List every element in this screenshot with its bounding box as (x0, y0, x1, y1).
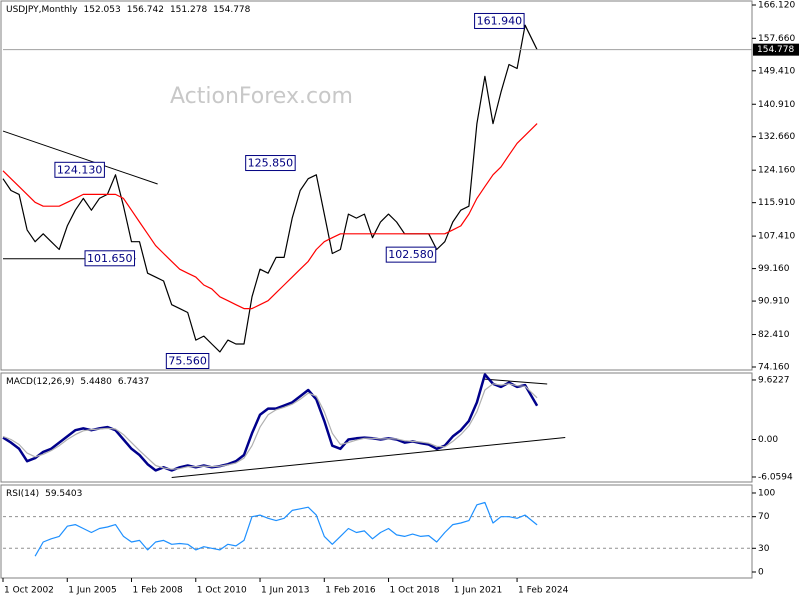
y-tick-label: 107.410 (758, 232, 795, 242)
x-tick-label: 1 Oct 2018 (390, 586, 440, 596)
pane-header: USDJPY,Monthly 152.053 156.742 151.278 154.7… (6, 5, 251, 15)
annotation-label: 161.940 (477, 14, 523, 27)
y-tick-label: -6.0594 (758, 472, 793, 482)
header-value: 5.4480 (80, 377, 112, 387)
annotation-label: 101.650 (87, 252, 133, 265)
y-tick-label: 99.160 (758, 264, 790, 274)
annotation-box (385, 246, 437, 263)
annotation-box (54, 161, 105, 178)
annotation-box (474, 12, 525, 29)
x-tick-label: 1 Feb 2024 (518, 586, 569, 596)
header-value: 156.742 (127, 5, 164, 15)
y-tick-label: 82.410 (758, 330, 790, 340)
pane-header: MACD(12,26,9) 5.4480 6.7437 (6, 377, 149, 387)
y-tick-label: 115.910 (758, 198, 795, 208)
pane-title: MACD(12,26,9) (6, 377, 74, 387)
y-tick-label: 149.410 (758, 66, 795, 76)
annotation-label: 124.130 (57, 163, 103, 176)
series-line (2, 123, 538, 310)
trend-line (2, 130, 158, 185)
series-line (34, 501, 538, 557)
y-tick-label: 74.160 (758, 363, 790, 373)
last-price-label: 154.778 (757, 45, 794, 55)
x-tick-label: 1 Oct 2010 (197, 586, 247, 596)
header-value: 154.778 (213, 5, 250, 15)
pane-frame (0, 0, 753, 371)
trend-line (171, 437, 566, 478)
x-tick-label: 1 Oct 2002 (4, 586, 54, 596)
y-tick-label: 166.120 (758, 1, 795, 11)
annotation-label: 125.850 (248, 157, 294, 170)
y-tick-label: 0.00 (758, 435, 778, 445)
x-tick-label: 1 Feb 2016 (325, 586, 376, 596)
y-tick-label: 124.160 (758, 166, 795, 176)
y-tick-label: 0 (758, 567, 764, 577)
y-tick-label: 9.6227 (758, 375, 790, 385)
annotation-box (165, 352, 210, 369)
y-tick-label: 132.660 (758, 132, 795, 142)
x-tick-label: 1 Jun 2013 (261, 586, 309, 596)
annotation-box (245, 155, 296, 172)
y-tick-label: 140.910 (758, 100, 795, 110)
y-tick-label: 90.910 (758, 297, 790, 307)
x-tick-label: 1 Jun 2021 (454, 586, 502, 596)
trend-line (482, 378, 548, 385)
annotation-label: 102.580 (388, 248, 434, 261)
header-value: 6.7437 (118, 377, 150, 387)
x-tick-label: 1 Feb 2008 (133, 586, 184, 596)
header-value: 151.278 (170, 5, 207, 15)
series-line (2, 383, 538, 470)
annotation-label: 75.560 (168, 354, 207, 367)
y-tick-label: 30 (758, 544, 770, 554)
series-line (2, 24, 538, 353)
pane-title: RSI(14) (6, 489, 39, 499)
header-value: 152.053 (84, 5, 121, 15)
header-value: 59.5403 (45, 489, 82, 499)
y-tick-label: 157.660 (758, 34, 795, 44)
x-tick-label: 1 Jun 2005 (68, 586, 116, 596)
pane-header: RSI(14) 59.5403 (6, 489, 82, 499)
watermark: ActionForex.com (170, 84, 353, 109)
annotation-box (84, 250, 136, 267)
last-price-tag (753, 43, 799, 56)
pane-frame (0, 372, 753, 483)
pane-title: USDJPY,Monthly (6, 5, 78, 15)
y-tick-label: 100 (758, 488, 775, 498)
pane-frame (0, 484, 753, 579)
y-tick-label: 70 (758, 512, 770, 522)
